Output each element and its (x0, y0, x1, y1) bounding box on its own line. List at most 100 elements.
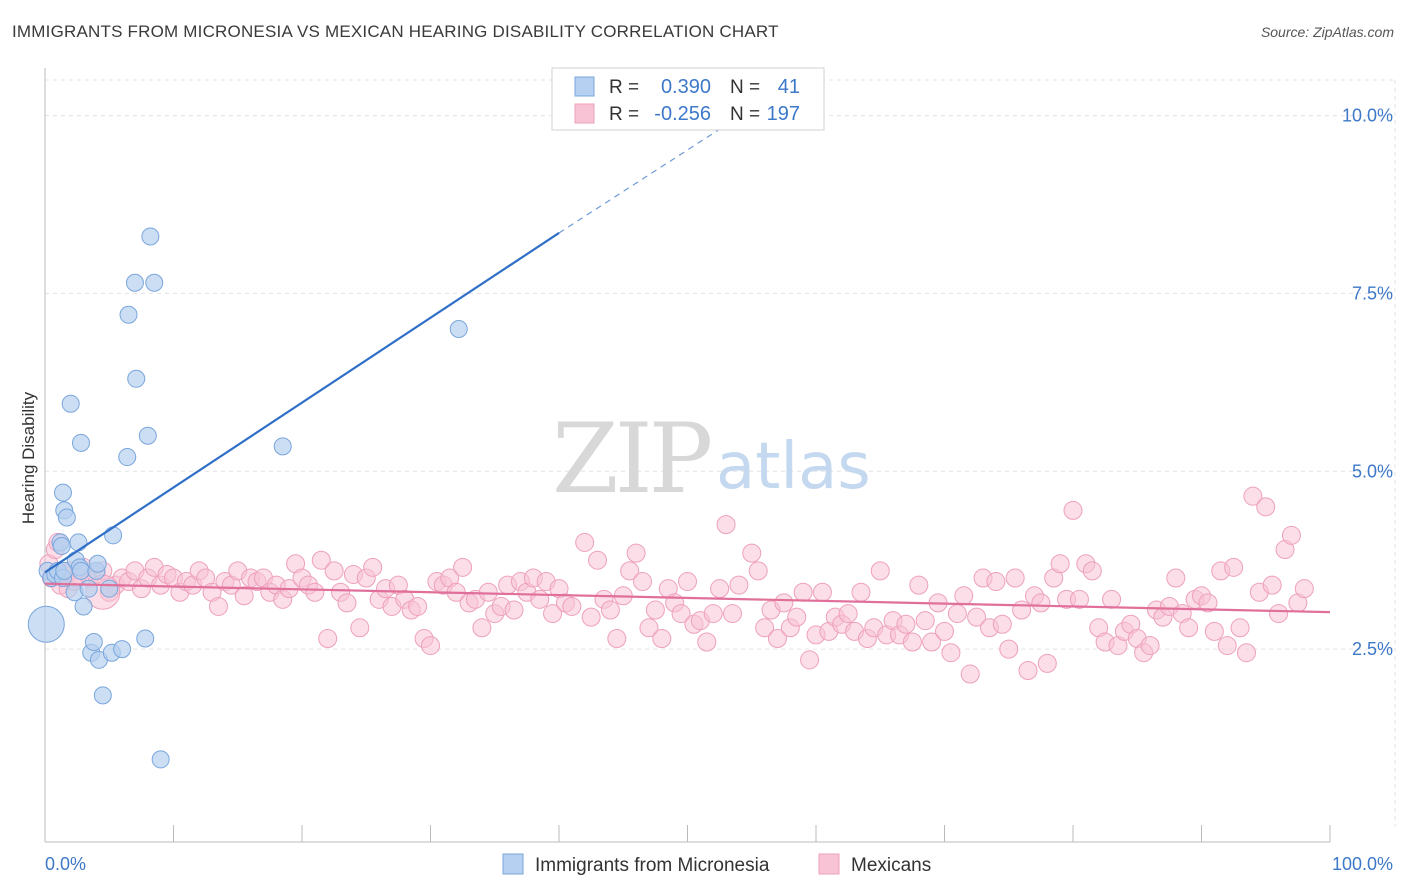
micronesia-point (145, 273, 164, 292)
micronesia-point (136, 629, 155, 648)
mexicans-point (935, 621, 954, 641)
mexicans-point (408, 596, 428, 616)
mexicans-point (1037, 653, 1057, 673)
legend-r-label-2: R = (609, 104, 639, 125)
mexicans-point (530, 589, 550, 609)
legend-r-label-1: R = (609, 77, 639, 98)
mexicans-point (967, 607, 987, 627)
micronesia-point (119, 305, 138, 324)
mexicans-point (311, 550, 331, 570)
mexicans-point (1198, 593, 1218, 613)
mexicans-point (671, 604, 691, 624)
mexicans-point (755, 618, 775, 638)
mexicans-point (1243, 486, 1263, 506)
mexicans-point (774, 593, 794, 613)
y-axis-label: Hearing Disability (19, 391, 38, 524)
micronesia-point (449, 320, 468, 338)
mexicans-point (748, 561, 768, 581)
mexicans-point (478, 582, 498, 602)
mexicans-point (1256, 497, 1276, 517)
micronesia-point (127, 369, 146, 388)
mexicans-point (909, 575, 929, 595)
mexicans-point (421, 636, 440, 656)
mexicans-point (234, 586, 254, 606)
mexicans-point (1204, 621, 1224, 641)
bottom-legend-label-mexicans: Mexicans (851, 855, 931, 876)
mexicans-point (1166, 568, 1186, 588)
mexicans-point (800, 650, 820, 670)
legend-r-value-1: 0.390 (661, 76, 711, 98)
mexicans-point (729, 575, 749, 595)
mexicans-point (697, 632, 717, 652)
micronesia-point (118, 448, 137, 467)
mexicans-point (318, 628, 338, 648)
mexicans-point (1140, 636, 1160, 656)
watermark-zip: ZIP (552, 403, 711, 515)
y-tick-label: 7.5% (1352, 283, 1393, 303)
mexicans-point (812, 582, 832, 602)
mexicans-point (1230, 618, 1250, 638)
mexicans-point (1063, 500, 1083, 520)
mexicans-point (626, 543, 646, 563)
mexicans-point (1031, 593, 1051, 613)
micronesia-point (84, 633, 103, 652)
mexicans-point (453, 557, 473, 577)
mexicans-point (742, 543, 762, 563)
micronesia-point (100, 579, 119, 598)
micronesia-point (151, 750, 170, 769)
mexicans-point (896, 614, 916, 634)
bottom-legend-swatch-mexicans (818, 853, 840, 875)
mexicans-point (992, 614, 1012, 634)
correlation-legend: R = 0.390 N = 41 R = -0.256 N = 197 (551, 67, 825, 131)
micronesia-point (74, 597, 93, 616)
mexicans-point (793, 582, 813, 602)
mexicans-point (1050, 554, 1070, 574)
mexicans-point (1236, 643, 1256, 663)
mexicans-point (1269, 604, 1289, 624)
tick-labels: 2.5% 5.0% 7.5% 10.0% 0.0% 100.0% (45, 106, 1393, 874)
micronesia-point (125, 273, 144, 292)
mexicans-point (851, 582, 871, 602)
x-tick-label: 100.0% (1332, 854, 1393, 874)
mexicans-point (305, 582, 325, 602)
mexicans-point (703, 604, 723, 624)
micronesia-point (61, 394, 80, 413)
micronesia-point (53, 483, 72, 502)
mexicans-point (363, 557, 383, 577)
source-label: Source: ZipAtlas.com (1260, 24, 1394, 40)
mexicans-point (1102, 589, 1122, 609)
legend-n-label-1: N = (730, 77, 760, 98)
mexicans-point (722, 604, 742, 624)
mexicans-point (504, 600, 524, 620)
mexicans-point (1294, 579, 1314, 599)
y-tick-label: 2.5% (1352, 639, 1393, 659)
mexicans-point (767, 628, 787, 648)
mexicans-point (581, 607, 601, 627)
mexicans-point (902, 632, 922, 652)
watermark: ZIP atlas (552, 403, 871, 515)
micronesia-point (273, 437, 292, 456)
mexicans-point (1224, 557, 1244, 577)
mexicans-point (208, 596, 228, 616)
mexicans-point (716, 515, 736, 535)
mexicans-point (337, 593, 357, 613)
axes (44, 68, 1331, 843)
trend-lines (44, 107, 1331, 614)
mexicans-point (870, 561, 890, 581)
micronesia-point (52, 536, 71, 555)
micronesia-point (104, 526, 123, 545)
mexicans-point (1217, 636, 1237, 656)
micronesia-point (27, 605, 65, 643)
legend-swatch-micronesia (574, 76, 595, 97)
legend-n-label-2: N = (730, 104, 760, 125)
x-tick-label: 0.0% (45, 854, 86, 874)
series-legend: Immigrants from Micronesia Mexicans (502, 853, 931, 876)
micronesia-point (79, 579, 98, 598)
mexicans-point (1012, 600, 1032, 620)
mexicans-point (947, 604, 967, 624)
micronesia-point (88, 554, 107, 573)
mexicans-point (472, 618, 492, 638)
legend-n-value-1: 41 (778, 76, 800, 98)
mexicans-point (710, 579, 730, 599)
